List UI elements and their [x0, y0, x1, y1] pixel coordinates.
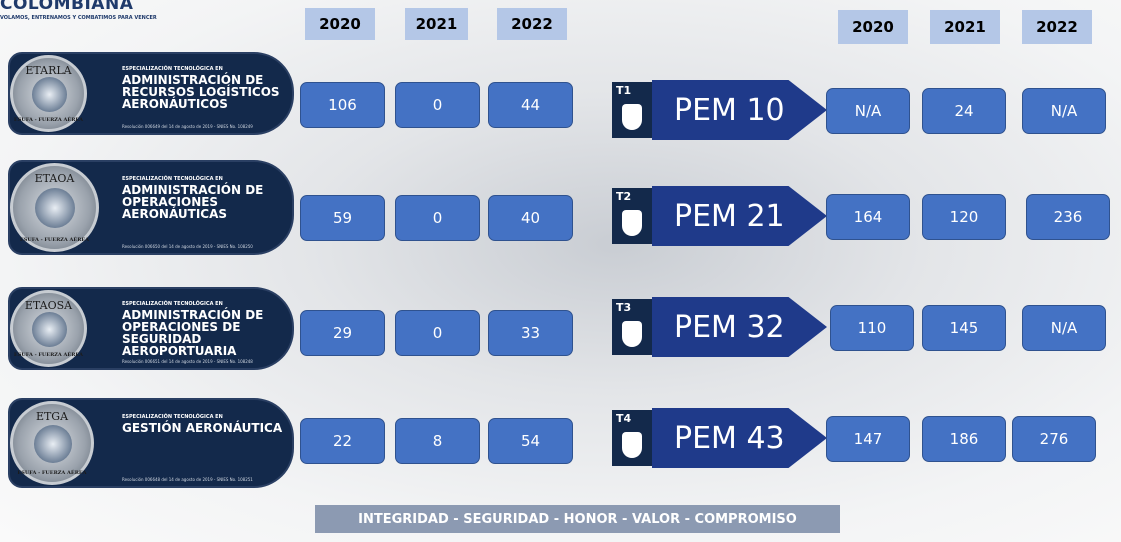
rank-insignia [622, 104, 642, 130]
value-box: 40 [488, 195, 573, 241]
badge-footer: ESUFA - FUERZA AÉREA [19, 237, 90, 243]
value-box: 145 [922, 305, 1006, 351]
value-box: N/A [826, 88, 910, 134]
tagline: VOLAMOS, ENTRENAMOS Y COMBATIMOS PARA VE… [0, 15, 157, 21]
year-header: 2022 [497, 8, 567, 40]
tier-label: T1 [616, 84, 632, 97]
tier-label: T3 [616, 301, 632, 314]
value-box: 0 [395, 82, 480, 128]
badge-name: ETAOSA [24, 299, 73, 312]
rank-insignia [622, 210, 642, 236]
tier-tag: T3 [612, 299, 654, 355]
pem-arrow: PEM 21 [652, 186, 827, 246]
badge-name: ETGA [35, 410, 69, 423]
value-box: 54 [488, 418, 573, 464]
tier-tag: T4 [612, 410, 654, 466]
value-box: 8 [395, 418, 480, 464]
program-kicker: ESPECIALIZACIÓN TECNOLÓGICA EN [122, 301, 223, 308]
badge-emblem [35, 188, 76, 229]
value-box: 120 [922, 194, 1006, 240]
tier-label: T2 [616, 190, 632, 203]
value-box: N/A [1022, 305, 1106, 351]
school-badge: ETAOSA ESUFA - FUERZA AÉREA [10, 290, 87, 367]
badge-emblem [32, 312, 67, 347]
program-resolution: Resolución 006650 del 14 de agosto de 20… [122, 244, 253, 249]
value-box: 276 [1012, 416, 1096, 462]
program-kicker: ESPECIALIZACIÓN TECNOLÓGICA EN [122, 66, 223, 73]
school-badge: ETAOA ESUFA - FUERZA AÉREA [10, 163, 99, 252]
pem-arrow: PEM 10 [652, 80, 827, 140]
rank-insignia [622, 432, 642, 458]
brand: COLOMBIANA [0, 0, 134, 14]
program-resolution: Resolución 006648 del 14 de agosto de 20… [122, 477, 253, 482]
program-kicker: ESPECIALIZACIÓN TECNOLÓGICA EN [122, 413, 223, 420]
value-box: 186 [922, 416, 1006, 462]
value-box: 29 [300, 310, 385, 356]
value-box: 0 [395, 195, 480, 241]
badge-name: ETARLA [25, 64, 72, 77]
program-kicker: ESPECIALIZACIÓN TECNOLÓGICA EN [122, 176, 223, 183]
value-box: 164 [826, 194, 910, 240]
value-box: 106 [300, 82, 385, 128]
value-box: 22 [300, 418, 385, 464]
program-title: GESTIÓN AERONÁUTICA [122, 420, 283, 435]
year-header: 2022 [1022, 10, 1092, 44]
badge-footer: ESUFA - FUERZA AÉREA [13, 117, 84, 123]
value-box: 24 [922, 88, 1006, 134]
program-resolution: Resolución 006651 del 14 de agosto de 20… [122, 359, 253, 364]
program-card: ETAOSA ESUFA - FUERZA AÉREA ESPECIALIZACIÓ… [8, 287, 294, 370]
year-header: 2020 [838, 10, 908, 44]
motto-bar: INTEGRIDAD - SEGURIDAD - HONOR - VALOR -… [315, 505, 840, 533]
value-box: 44 [488, 82, 573, 128]
year-header: 2021 [405, 8, 468, 40]
pem-arrow: PEM 32 [652, 297, 827, 357]
program-title: ADMINISTRACIÓN DE OPERACIONES AERONÁUTIC… [122, 183, 264, 222]
program-card: ETGA ESUFA - FUERZA AÉREA ESPECIALIZACIÓN … [8, 398, 294, 488]
school-badge: ETGA ESUFA - FUERZA AÉREA [10, 401, 94, 485]
school-badge: ETARLA ESUFA - FUERZA AÉREA [10, 55, 87, 132]
badge-emblem [32, 77, 67, 112]
badge-footer: ESUFA - FUERZA AÉREA [13, 352, 84, 358]
value-box: 110 [830, 305, 914, 351]
program-title: ADMINISTRACIÓN DE OPERACIONES DE SEGURID… [122, 308, 264, 359]
pem-arrow: PEM 43 [652, 408, 827, 468]
value-box: 59 [300, 195, 385, 241]
value-box: 0 [395, 310, 480, 356]
program-resolution: Resolución 006649 del 14 de agosto de 20… [122, 124, 253, 129]
value-box: N/A [1022, 88, 1106, 134]
badge-name: ETAOA [34, 172, 75, 185]
program-title: ADMINISTRACIÓN DE RECURSOS LOGÍSTICOS AE… [122, 73, 280, 112]
badge-emblem [34, 425, 72, 463]
tier-tag: T1 [612, 82, 654, 138]
tier-label: T4 [616, 412, 632, 425]
value-box: 33 [488, 310, 573, 356]
rank-insignia [622, 321, 642, 347]
value-box: 236 [1026, 194, 1110, 240]
tier-tag: T2 [612, 188, 654, 244]
value-box: 147 [826, 416, 910, 462]
year-header: 2020 [305, 8, 375, 40]
program-card: ETAOA ESUFA - FUERZA AÉREA ESPECIALIZACIÓN… [8, 160, 294, 255]
year-header: 2021 [930, 10, 1000, 44]
badge-footer: ESUFA - FUERZA AÉREA [17, 470, 87, 476]
program-card: ETARLA ESUFA - FUERZA AÉREA ESPECIALIZACIÓ… [8, 52, 294, 135]
